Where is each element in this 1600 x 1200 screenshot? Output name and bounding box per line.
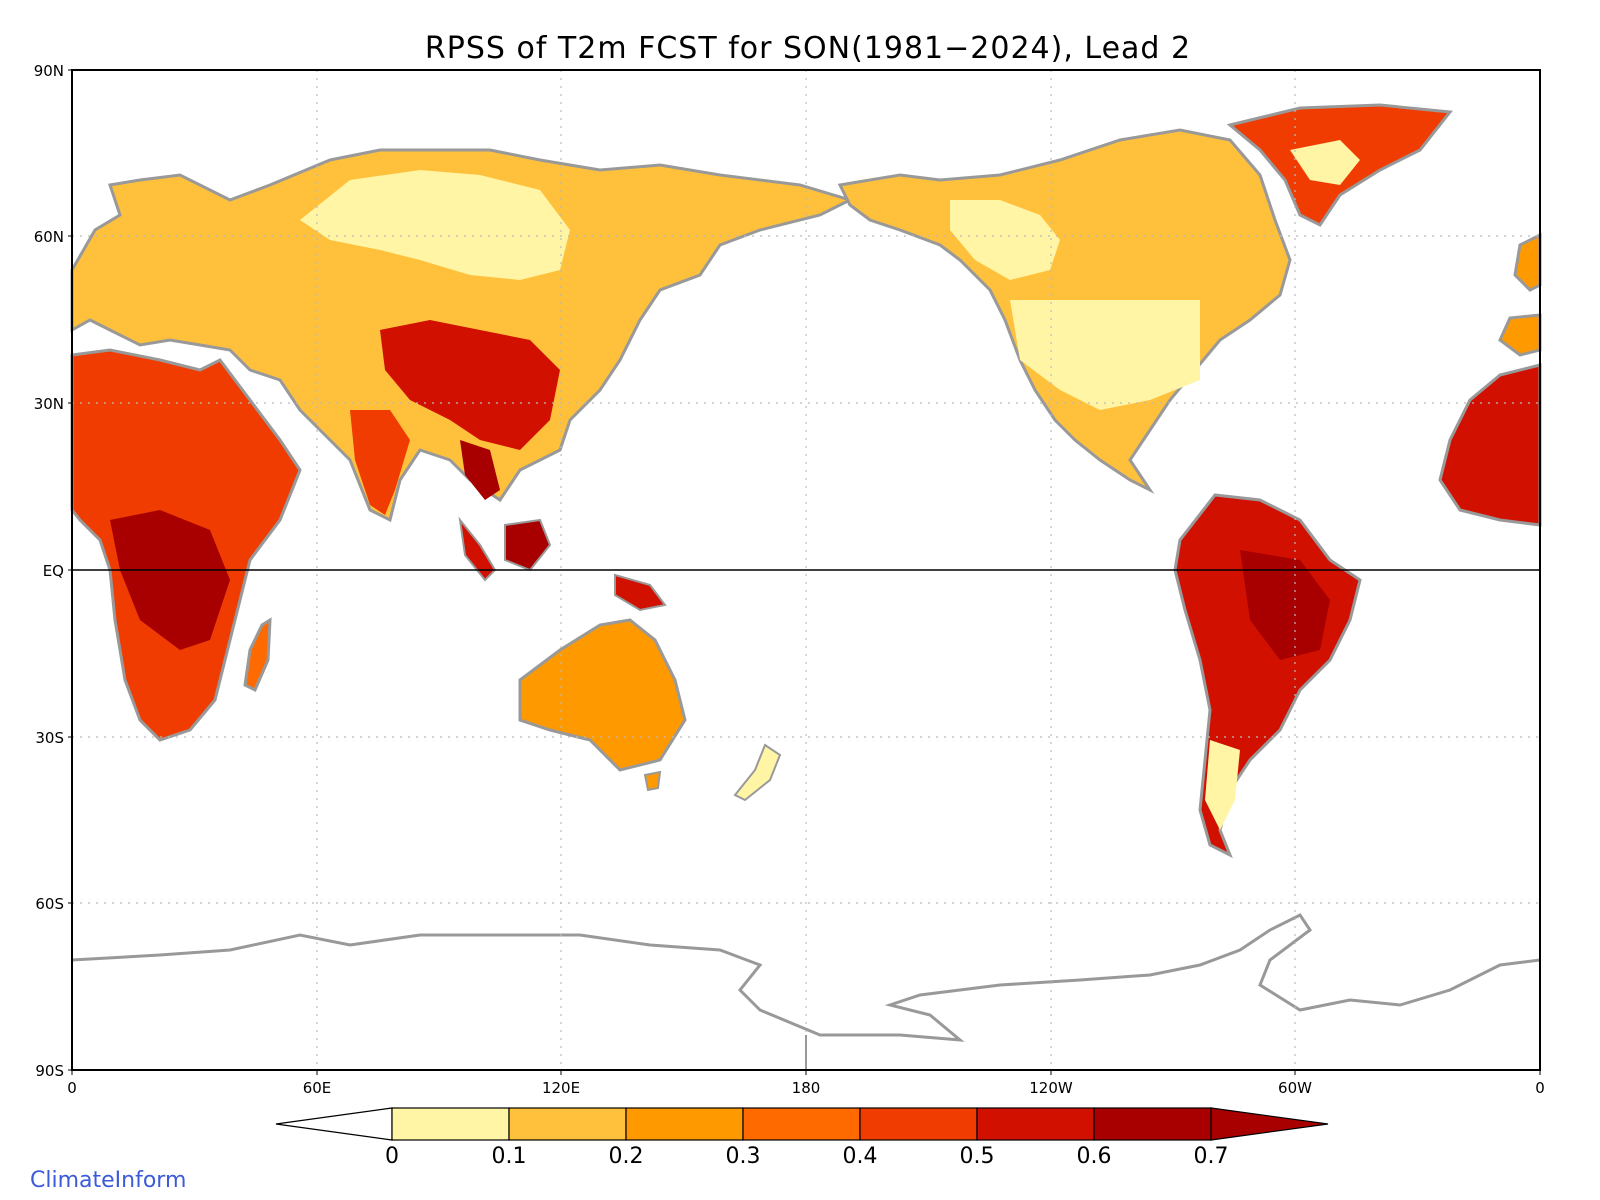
- lat-axis: 90N 60N 30N EQ 30S 60S 90S: [34, 62, 72, 1080]
- sumatra: [458, 516, 497, 582]
- lon-label-120e: 120E: [542, 1079, 580, 1097]
- lon-axis: 0 60E 120E 180 120W 60W 0: [67, 1070, 1545, 1097]
- australia-land: [518, 618, 687, 772]
- madagascar: [243, 617, 272, 693]
- lon-label-120w: 120W: [1029, 1079, 1073, 1097]
- land-shading: [70, 103, 1542, 1042]
- china-high-skill: [380, 320, 560, 450]
- graticule: [72, 70, 1540, 1070]
- colorbar-tick-0.3: 0.3: [726, 1144, 761, 1169]
- colorbar-bin-0.5-0.6: [976, 1107, 1095, 1141]
- colorbar-bin-0.4-0.5: [859, 1107, 978, 1141]
- africa-high-skill: [110, 510, 230, 650]
- new-zealand: [733, 743, 782, 802]
- borneo: [504, 518, 552, 572]
- lon-label-60w: 60W: [1278, 1079, 1312, 1097]
- india-skill: [350, 410, 410, 515]
- patagonia-pale: [1205, 740, 1240, 830]
- colorbar-tick-0: 0: [385, 1144, 399, 1169]
- colorbar-bin-0.6-0.7: [1093, 1107, 1212, 1141]
- colorbar: 0 0.1 0.2 0.3 0.4 0.5 0.6 0.7: [275, 1107, 1329, 1169]
- west-africa-right: [1438, 363, 1542, 527]
- lat-label-eq: EQ: [43, 562, 64, 580]
- tasmania: [643, 770, 662, 792]
- colorbar-tick-0.5: 0.5: [960, 1144, 995, 1169]
- canada-low-skill: [950, 200, 1060, 280]
- lat-label-90n: 90N: [34, 62, 64, 80]
- lat-label-60s: 60S: [35, 895, 64, 913]
- colorbar-tick-0.7: 0.7: [1194, 1144, 1229, 1169]
- colorbar-under-triangle: [275, 1107, 393, 1141]
- map-panel: [70, 69, 1542, 1071]
- greenland-pale: [1290, 140, 1360, 185]
- south-america-high: [1240, 550, 1330, 660]
- lon-label-60e: 60E: [303, 1079, 332, 1097]
- siberia-low-skill: [300, 170, 570, 280]
- lat-label-30n: 30N: [34, 395, 64, 413]
- antarctica-coast: [71, 913, 1541, 1042]
- colorbar-tick-0.4: 0.4: [843, 1144, 878, 1169]
- lon-label-180: 180: [792, 1079, 821, 1097]
- colorbar-tick-0.6: 0.6: [1077, 1144, 1112, 1169]
- map-title: RPSS of T2m FCST for SON(1981−2024), Lea…: [425, 31, 1191, 66]
- lon-label-0: 0: [67, 1079, 77, 1097]
- colorbar-bin-0.3-0.4: [742, 1107, 861, 1141]
- colorbar-bin-0.2-0.3: [625, 1107, 744, 1141]
- colorbar-tick-0.2: 0.2: [609, 1144, 644, 1169]
- lat-label-90s: 90S: [35, 1062, 64, 1080]
- new-guinea: [614, 573, 667, 612]
- credit-label: ClimateInform: [30, 1168, 187, 1193]
- usa-low-skill: [1010, 300, 1200, 410]
- colorbar-over-triangle: [1210, 1107, 1329, 1141]
- lat-label-30s: 30S: [35, 729, 64, 747]
- lon-label-0-right: 0: [1535, 1079, 1545, 1097]
- lat-label-60n: 60N: [34, 228, 64, 246]
- colorbar-tick-0.1: 0.1: [492, 1144, 527, 1169]
- colorbar-bin-0-0.1: [391, 1107, 510, 1141]
- colorbar-bin-0.1-0.2: [508, 1107, 627, 1141]
- seasia-skill: [460, 440, 500, 500]
